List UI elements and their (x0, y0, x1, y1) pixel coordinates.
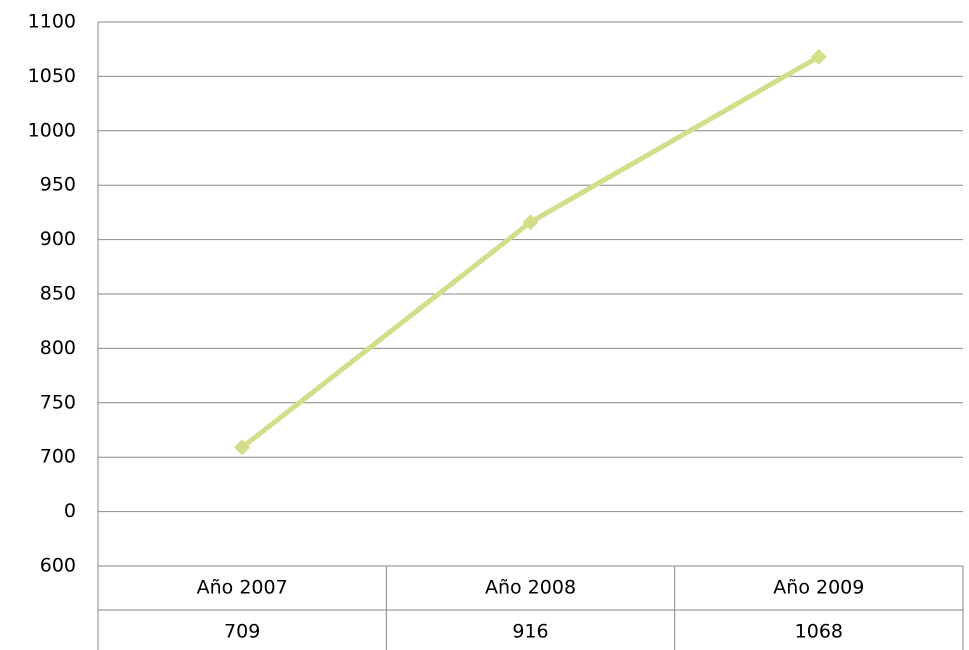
table-value: 1068 (795, 621, 843, 643)
table-value: 709 (224, 621, 260, 643)
y-tick-label: 0 (64, 500, 76, 522)
marker (234, 439, 251, 456)
marker (810, 48, 827, 65)
y-tick-label: 600 (40, 555, 76, 577)
y-tick-label: 1000 (28, 119, 76, 141)
category-label: Año 2008 (485, 577, 576, 599)
y-tick-label: 900 (40, 228, 76, 250)
y-tick-label: 800 (40, 337, 76, 359)
table-value: 916 (512, 621, 548, 643)
y-tick-label: 1050 (28, 65, 76, 87)
marker (522, 214, 539, 231)
category-label: Año 2009 (773, 577, 864, 599)
series-line (240, 54, 821, 450)
y-tick-label: 850 (40, 283, 76, 305)
y-tick-label: 700 (40, 446, 76, 468)
y-tick-label: 1100 (28, 11, 76, 33)
y-tick-label: 950 (40, 174, 76, 196)
category-label: Año 2007 (197, 577, 288, 599)
y-tick-label: 750 (40, 391, 76, 413)
